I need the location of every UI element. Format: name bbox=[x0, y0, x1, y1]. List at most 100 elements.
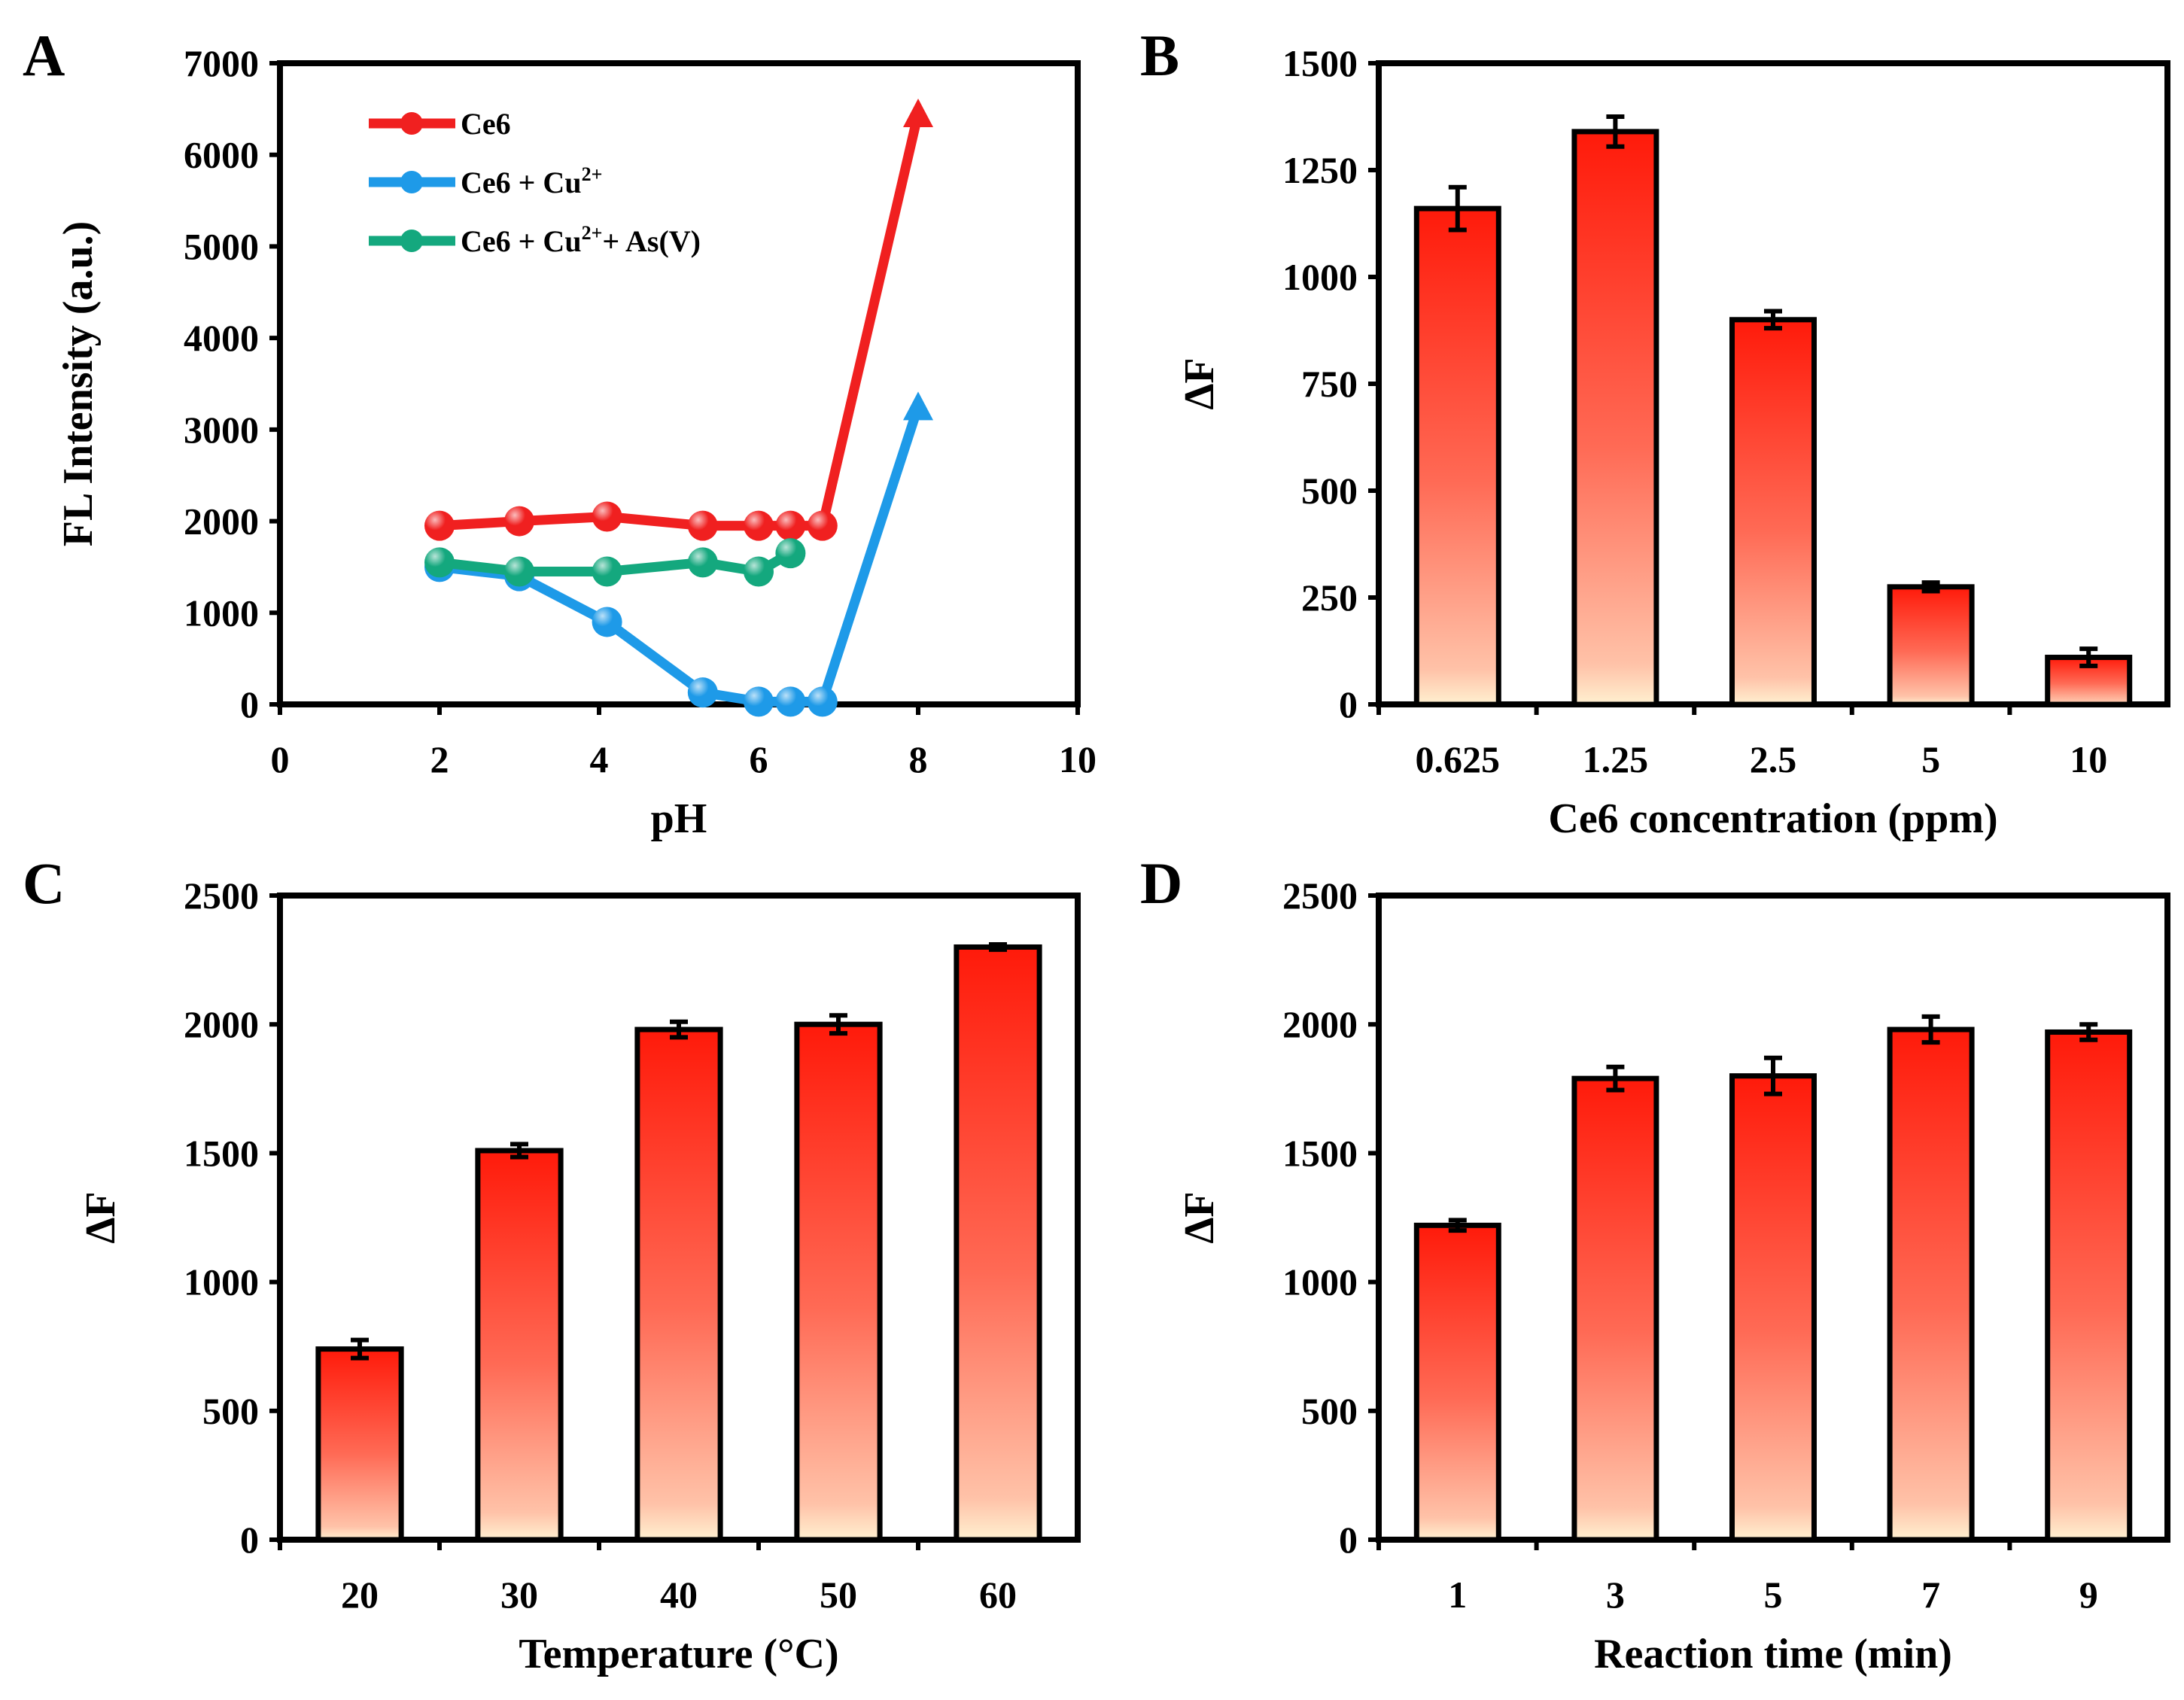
data-point-triangle bbox=[903, 391, 933, 421]
y-tick-label: 1500 bbox=[184, 1132, 259, 1174]
panel-label: B bbox=[1140, 23, 1179, 88]
y-tick-label: 1500 bbox=[1282, 1132, 1358, 1174]
series-line bbox=[439, 405, 923, 707]
x-tick-label: 5 bbox=[1921, 738, 1940, 780]
series-0: Ce6 bbox=[369, 98, 933, 541]
bar bbox=[1729, 1073, 1817, 1543]
panel-D: D 0 500 1000 1500 2000 2500 Reaction time (min)… bbox=[1140, 850, 2170, 1677]
x-tick-label: 1.25 bbox=[1583, 738, 1649, 780]
bar bbox=[634, 1026, 723, 1543]
x-tick-label: 50 bbox=[820, 1574, 857, 1616]
bar bbox=[1413, 205, 1501, 707]
y-tick-label: 1000 bbox=[184, 592, 259, 634]
x-axis-label: Temperature (°C) bbox=[519, 1631, 838, 1677]
legend-label: Ce6 bbox=[461, 107, 511, 141]
bar bbox=[1571, 1075, 1659, 1543]
legend-marker bbox=[400, 230, 423, 252]
data-point-highlight bbox=[592, 556, 622, 587]
series-2: Ce6 + Cu2++ As(V) bbox=[369, 222, 806, 587]
x-tick-label: 40 bbox=[660, 1574, 698, 1616]
y-tick-label: 5000 bbox=[184, 225, 259, 267]
x-tick-label: 60 bbox=[979, 1574, 1017, 1616]
y-tick-label: 6000 bbox=[184, 134, 259, 176]
legend-superscript: 2+ bbox=[582, 222, 603, 244]
data-point-highlight bbox=[807, 686, 838, 717]
x-tick-label: 4 bbox=[590, 738, 609, 780]
panel-label: A bbox=[23, 23, 65, 88]
y-tick-label: 500 bbox=[1301, 470, 1358, 512]
y-tick-label: 250 bbox=[1301, 576, 1358, 619]
data-point-highlight bbox=[775, 510, 806, 541]
data-point-highlight bbox=[592, 607, 622, 637]
data-point-triangle bbox=[903, 98, 933, 127]
y-axis-label: ΔF bbox=[78, 1191, 124, 1243]
x-tick-label: 2.5 bbox=[1750, 738, 1797, 780]
bar bbox=[1887, 584, 1975, 707]
y-tick-label: 2000 bbox=[184, 500, 259, 543]
y-tick-label: 1250 bbox=[1282, 149, 1358, 191]
y-axis-label: FL Intensity (a.u.) bbox=[55, 221, 102, 547]
data-point-highlight bbox=[424, 510, 455, 541]
x-tick-label: 3 bbox=[1606, 1574, 1625, 1616]
bar bbox=[1413, 1222, 1501, 1543]
legend-marker bbox=[400, 171, 423, 193]
x-tick-label: 7 bbox=[1921, 1574, 1940, 1616]
y-tick-label: 500 bbox=[202, 1390, 259, 1432]
data-point-highlight bbox=[807, 510, 838, 541]
y-axis-label: ΔF bbox=[1176, 357, 1223, 409]
y-tick-label: 1000 bbox=[184, 1261, 259, 1303]
data-point-highlight bbox=[744, 686, 774, 717]
plot-frame bbox=[277, 60, 1081, 707]
x-tick-label: 9 bbox=[2079, 1574, 2098, 1616]
y-tick-label: 2500 bbox=[1282, 874, 1358, 917]
panel-label: C bbox=[23, 850, 65, 916]
y-tick-label: 3000 bbox=[184, 409, 259, 451]
y-tick-label: 1500 bbox=[1282, 42, 1358, 84]
data-point-highlight bbox=[424, 547, 455, 578]
x-tick-label: 6 bbox=[750, 738, 768, 780]
x-tick-label: 30 bbox=[500, 1574, 538, 1616]
data-point-highlight bbox=[687, 510, 718, 541]
bar bbox=[2045, 1029, 2133, 1543]
bar bbox=[315, 1346, 404, 1543]
x-axis-label: Reaction time (min) bbox=[1594, 1631, 1952, 1677]
x-tick-label: 5 bbox=[1764, 1574, 1783, 1616]
data-point-highlight bbox=[592, 501, 622, 532]
y-tick-label: 2500 bbox=[184, 874, 259, 917]
y-tick-label: 0 bbox=[240, 1519, 259, 1561]
bar bbox=[794, 1021, 883, 1543]
y-tick-label: 4000 bbox=[184, 317, 259, 359]
bar bbox=[1571, 129, 1659, 707]
data-point-highlight bbox=[744, 510, 774, 541]
data-point-highlight bbox=[504, 506, 534, 537]
bar bbox=[475, 1148, 564, 1543]
legend-marker bbox=[400, 112, 423, 135]
data-point-highlight bbox=[504, 556, 534, 587]
panel-B: B 0 250 500 750 1000 1250 1500 Ce6 concentration… bbox=[1140, 23, 2170, 842]
panel-C: C 0 500 1000 1500 2000 2500 Temperature (°C) ΔF 2… bbox=[23, 850, 1081, 1677]
y-tick-label: 2000 bbox=[184, 1003, 259, 1045]
x-axis-label: Ce6 concentration (ppm) bbox=[1548, 795, 1997, 842]
data-point-highlight bbox=[775, 686, 806, 717]
y-tick-label: 1000 bbox=[1282, 256, 1358, 298]
data-point-highlight bbox=[687, 677, 718, 708]
data-point-highlight bbox=[687, 547, 718, 578]
x-tick-label: 10 bbox=[1059, 738, 1097, 780]
bar bbox=[1887, 1026, 1975, 1543]
data-point-highlight bbox=[744, 556, 774, 587]
y-tick-label: 0 bbox=[240, 683, 259, 725]
x-tick-label: 1 bbox=[1448, 1574, 1467, 1616]
y-tick-label: 7000 bbox=[184, 42, 259, 84]
panel-label: D bbox=[1140, 850, 1182, 916]
legend-label-rest: + As(V) bbox=[602, 224, 701, 258]
bar bbox=[954, 944, 1042, 1543]
x-tick-label: 0.625 bbox=[1416, 738, 1501, 780]
y-tick-label: 2000 bbox=[1282, 1003, 1358, 1045]
y-tick-label: 0 bbox=[1339, 1519, 1358, 1561]
y-axis-label: ΔF bbox=[1176, 1191, 1223, 1243]
data-point-highlight bbox=[775, 538, 806, 569]
y-tick-label: 750 bbox=[1301, 363, 1358, 405]
y-tick-label: 1000 bbox=[1282, 1261, 1358, 1303]
